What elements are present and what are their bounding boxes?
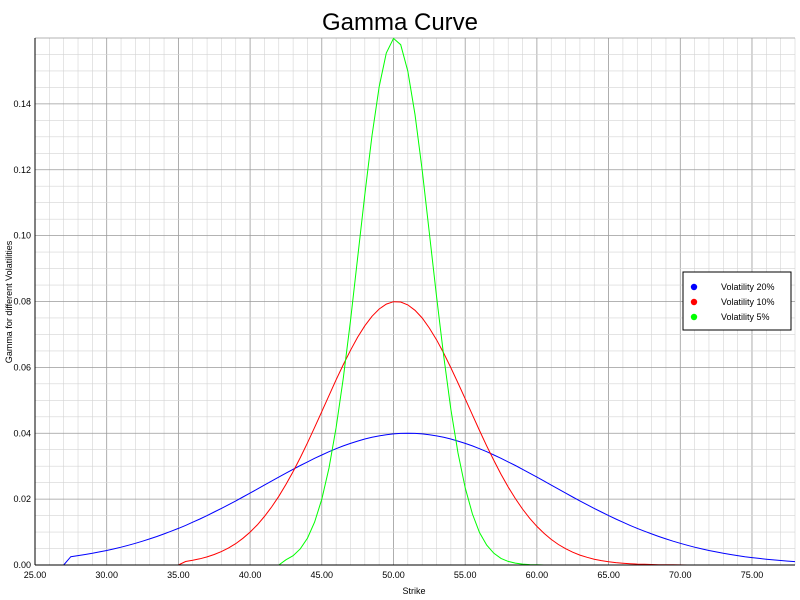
x-tick-label: 55.00 [454, 570, 477, 580]
y-tick-label: 0.02 [13, 494, 31, 504]
y-axis-label: Gamma for different Volatilities [4, 240, 14, 363]
x-tick-label: 65.00 [597, 570, 620, 580]
y-tick-label: 0.00 [13, 560, 31, 570]
y-tick-label: 0.04 [13, 428, 31, 438]
legend: Volatility 20% Volatility 10% Volatility 5… [682, 271, 792, 331]
x-tick-label: 25.00 [24, 570, 47, 580]
x-tick-label: 75.00 [741, 570, 764, 580]
series-line-1 [35, 432, 796, 566]
x-tick-label: 60.00 [526, 570, 549, 580]
x-axis-label: Strike [402, 586, 425, 596]
x-tick-label: 45.00 [311, 570, 334, 580]
legend-item-label: Volatility 10% [721, 297, 775, 307]
x-tick-label: 40.00 [239, 570, 262, 580]
y-tick-label: 0.08 [13, 297, 31, 307]
y-tick-label: 0.06 [13, 362, 31, 372]
x-tick-label: 30.00 [95, 570, 118, 580]
axes [34, 38, 795, 566]
x-tick-label: 35.00 [167, 570, 190, 580]
x-tick-label: 70.00 [669, 570, 692, 580]
grid [34, 37, 796, 566]
chart-title: Gamma Curve [322, 9, 478, 36]
legend-marker [690, 313, 698, 321]
legend-item-label: Volatility 5% [721, 312, 770, 322]
tick-labels: 25.00 30.00 35.00 40.00 45.00 50.00 55.00 60.00… [13, 99, 763, 580]
y-tick-label: 0.14 [13, 99, 31, 109]
y-tick-label: 0.10 [13, 231, 31, 241]
y-tick-label: 0.12 [13, 165, 31, 175]
legend-box [682, 271, 792, 331]
legend-marker [690, 298, 698, 306]
x-tick-label: 50.00 [382, 570, 405, 580]
legend-marker [690, 283, 698, 291]
legend-item-label: Volatility 20% [721, 282, 775, 292]
